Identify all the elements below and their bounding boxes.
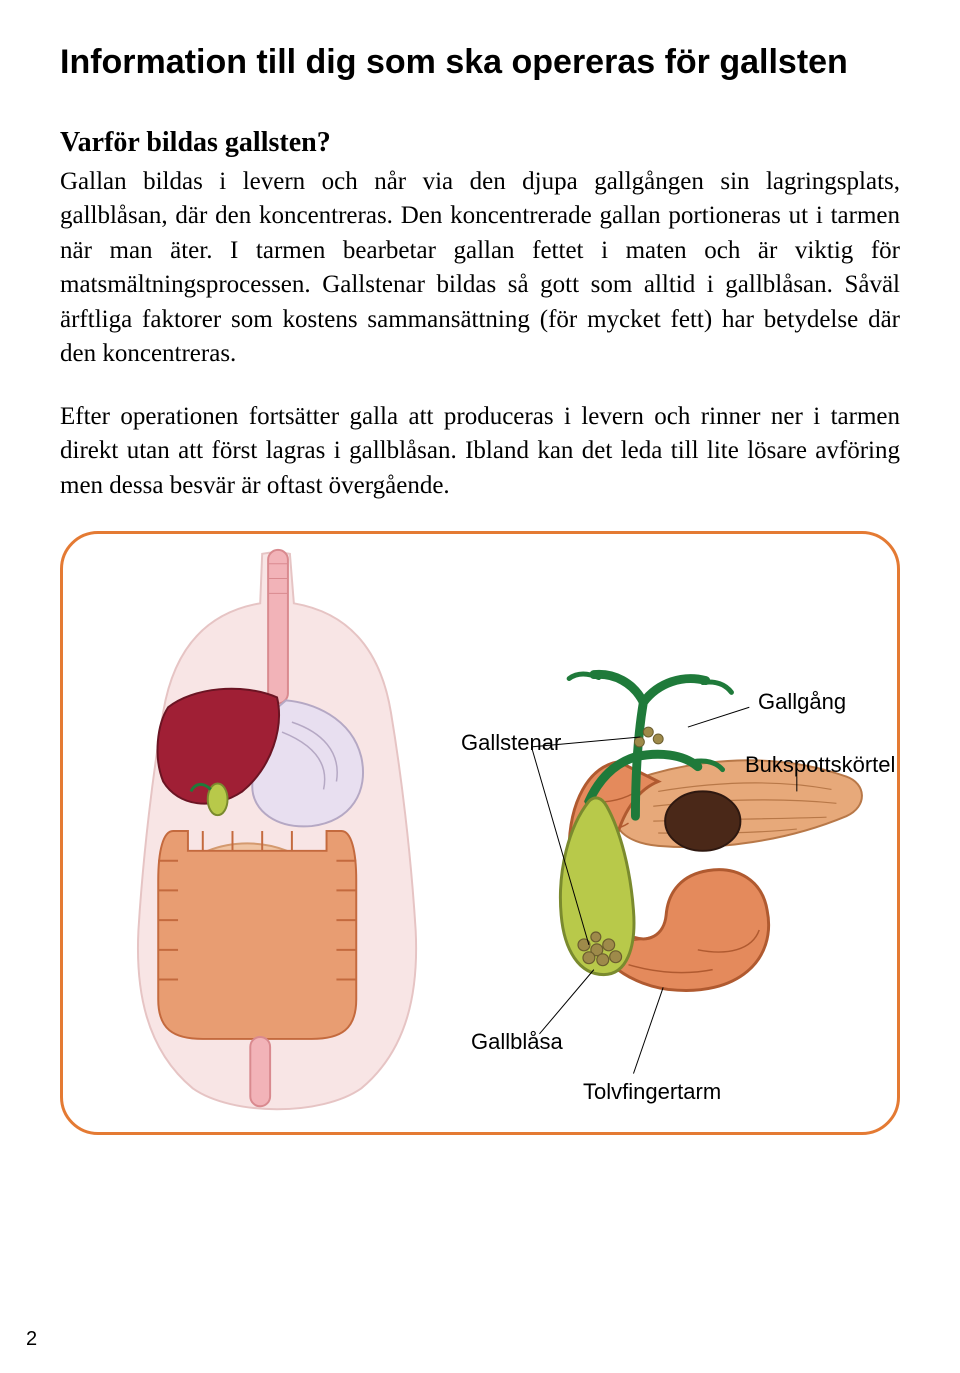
anatomy-figure: Gallstenar Gallgång Bukspottskörtel Gall… [60, 531, 900, 1135]
section-subtitle: Varför bildas gallsten? [60, 127, 900, 159]
paragraph-1: Gallan bildas i levern och når via den d… [60, 165, 900, 372]
large-intestine [158, 831, 356, 1039]
paragraph-2: Efter operationen fortsätter galla att p… [60, 400, 900, 504]
page-title: Information till dig som ska opereras fö… [60, 42, 900, 83]
duodenum-opening [665, 792, 740, 851]
page-number: 2 [26, 1328, 37, 1351]
label-bukspottskortel: Bukspottskörtel [745, 752, 895, 778]
esophagus [268, 550, 288, 703]
rectum [250, 1037, 270, 1106]
label-tolvfingertarm: Tolvfingertarm [583, 1079, 721, 1105]
label-gallgang: Gallgång [758, 689, 846, 715]
label-gallstenar: Gallstenar [461, 730, 561, 756]
label-gallblasa: Gallblåsa [471, 1029, 563, 1055]
